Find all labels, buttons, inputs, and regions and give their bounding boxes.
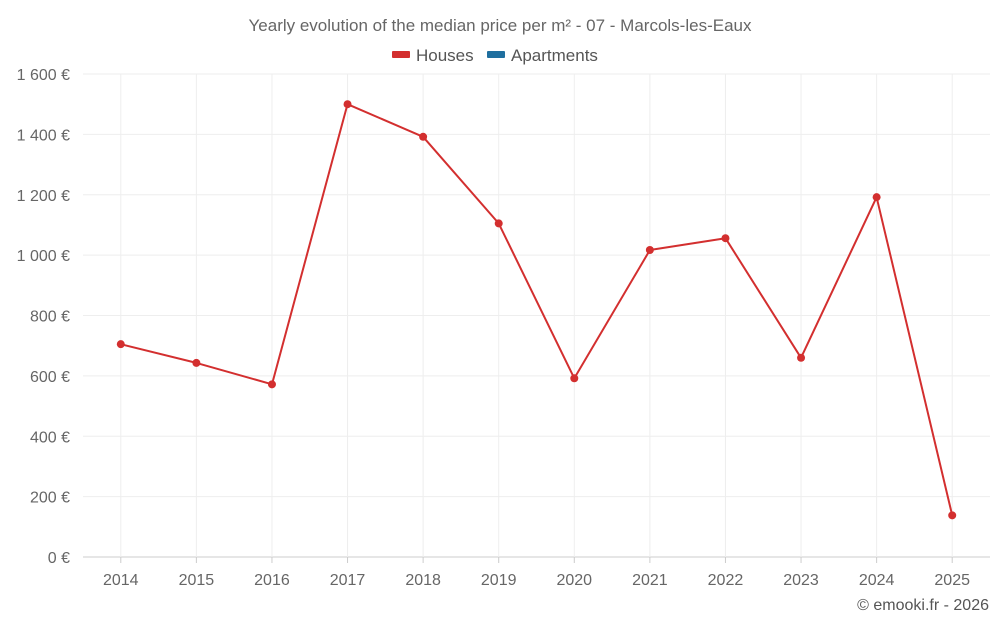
legend-item-apartments[interactable]: Apartments <box>487 46 598 65</box>
x-tick-label: 2016 <box>254 572 290 589</box>
legend-label-apartments: Apartments <box>511 46 598 65</box>
data-point-houses-2022[interactable] <box>721 234 730 243</box>
plot-area <box>116 100 957 520</box>
data-point-houses-2014[interactable] <box>116 340 125 349</box>
legend-swatch-apartments <box>487 51 505 58</box>
x-tick-label: 2022 <box>708 572 744 589</box>
data-point-houses-2019[interactable] <box>494 219 503 228</box>
x-tick-label: 2015 <box>179 572 215 589</box>
y-tick-label: 800 € <box>30 309 70 326</box>
data-point-houses-2021[interactable] <box>645 245 654 254</box>
x-axis: 2014 2015 2016 2017 2018 2019 2020 2021 2022 2023… <box>103 557 970 589</box>
data-point-houses-2015[interactable] <box>192 358 201 367</box>
y-tick-label: 1 600 € <box>17 67 70 84</box>
y-tick-label: 1 400 € <box>17 127 70 144</box>
x-tick-label: 2021 <box>632 572 668 589</box>
legend-swatch-houses <box>392 51 410 58</box>
y-tick-label: 1 200 € <box>17 188 70 205</box>
data-point-houses-2023[interactable] <box>797 353 806 362</box>
y-tick-label: 600 € <box>30 369 70 386</box>
legend: Houses Apartments <box>392 46 598 65</box>
x-tick-label: 2023 <box>783 572 819 589</box>
data-point-houses-2024[interactable] <box>872 193 881 202</box>
x-tick-label: 2020 <box>556 572 592 589</box>
legend-label-houses: Houses <box>416 46 474 65</box>
data-point-houses-2020[interactable] <box>570 374 579 383</box>
y-tick-label: 1 000 € <box>17 248 70 265</box>
y-tick-label: 0 € <box>48 550 70 567</box>
x-tick-label: 2018 <box>405 572 441 589</box>
data-point-houses-2018[interactable] <box>419 132 428 141</box>
y-axis: 0 € 200 € 400 € 600 € 800 € 1 000 € 1 200 € 1 4… <box>17 67 70 567</box>
x-tick-label: 2019 <box>481 572 517 589</box>
legend-item-houses[interactable]: Houses <box>392 46 474 65</box>
x-tick-label: 2014 <box>103 572 139 589</box>
y-tick-label: 200 € <box>30 490 70 507</box>
x-tick-label: 2025 <box>934 572 970 589</box>
data-point-houses-2016[interactable] <box>267 380 276 389</box>
series-line-houses <box>120 103 954 516</box>
chart-title: Yearly evolution of the median price per… <box>249 16 752 35</box>
x-tick-label: 2017 <box>330 572 366 589</box>
credit-text: © emooki.fr - 2026 <box>857 597 989 614</box>
grid <box>83 73 990 558</box>
data-point-houses-2017[interactable] <box>343 100 352 109</box>
x-tick-label: 2024 <box>859 572 895 589</box>
data-point-houses-2025[interactable] <box>948 511 957 520</box>
y-tick-label: 400 € <box>30 429 70 446</box>
